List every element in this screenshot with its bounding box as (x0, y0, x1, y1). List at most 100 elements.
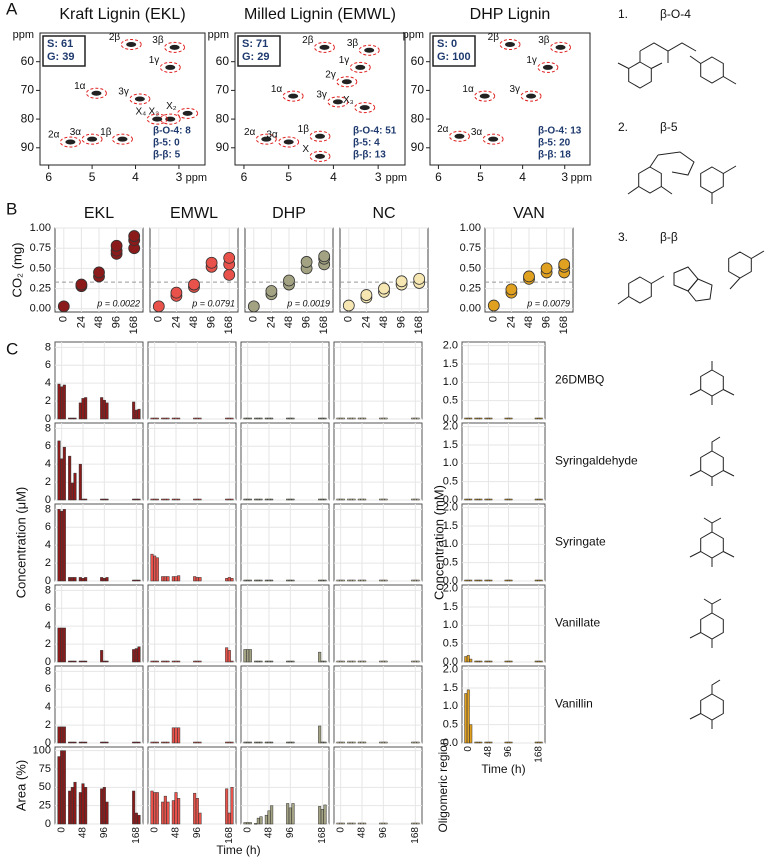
bar (70, 660, 74, 663)
bar (347, 579, 351, 582)
bar (256, 660, 260, 663)
bar (339, 822, 343, 825)
bar (479, 660, 483, 663)
x-tick-label: 48 (78, 827, 89, 839)
panel-frame (333, 341, 423, 420)
bar (198, 498, 202, 501)
bar (259, 741, 263, 744)
y-tick-label: 1.00 (30, 222, 51, 234)
bar (476, 660, 480, 663)
peak-label: 2α (244, 127, 256, 138)
bar (264, 741, 268, 744)
bar (150, 660, 154, 663)
bar (105, 741, 109, 744)
y-tick-label: 4 (45, 620, 51, 632)
y-tick-label: 2.0 (443, 583, 458, 595)
bar (411, 741, 415, 744)
y-tick-label: 0.5 (443, 557, 458, 569)
panel-frame (54, 584, 144, 663)
x-tick-label: 0 (58, 316, 70, 322)
bar (230, 578, 234, 582)
y-tick-label: 50 (39, 781, 51, 793)
y-tick-label: 80 (411, 111, 425, 125)
row-label: Syringate (555, 535, 606, 549)
bar (70, 741, 74, 744)
linkage-text: β-O-4: 8 (153, 126, 191, 137)
bar (291, 498, 295, 501)
bar (68, 417, 72, 420)
bar (537, 417, 541, 420)
cross-peak (165, 116, 176, 122)
bar (227, 577, 231, 582)
bar (177, 575, 181, 582)
facet-title: EMWL (170, 205, 218, 222)
composition-box (237, 35, 281, 67)
bar (227, 741, 231, 744)
peak-label: 3α (266, 130, 278, 141)
y-tick-label: 70 (216, 83, 230, 97)
x-tick-label: 3 (375, 170, 382, 184)
cross-peak (542, 64, 553, 70)
bar (411, 822, 415, 825)
bar (537, 579, 541, 582)
bar (288, 660, 292, 663)
data-point (283, 274, 295, 287)
structure-number: 1. (618, 7, 628, 21)
bar (246, 822, 250, 825)
y-tick-label: 0 (45, 413, 51, 425)
cross-peak (117, 136, 128, 142)
bar (413, 741, 417, 744)
bar (161, 660, 165, 663)
facet-title: EKL (84, 205, 114, 222)
peak-label: X₃ (149, 107, 160, 118)
composition-text: G: 39 (47, 51, 75, 63)
panel-frame (240, 746, 330, 825)
x-tick-label: 0 (153, 316, 165, 322)
linkage-text: β-β: 13 (353, 150, 386, 161)
bar (323, 660, 327, 663)
data-point (93, 266, 105, 279)
bar (534, 417, 538, 420)
bar (267, 810, 271, 825)
bar (137, 741, 141, 744)
bar (486, 660, 490, 663)
bar (73, 741, 77, 744)
bar (57, 627, 61, 663)
peak-label: 1γ (526, 55, 537, 66)
bar (132, 790, 136, 825)
bar (227, 812, 231, 825)
bar (198, 660, 202, 663)
composition-text: S: 71 (242, 38, 268, 50)
peak-label: 3β (152, 35, 164, 46)
bar (341, 579, 345, 582)
bar (384, 741, 388, 744)
panel-frame (461, 665, 546, 744)
bar (161, 741, 165, 744)
peak-outline (164, 41, 186, 53)
y-tick-label: 6 (45, 359, 51, 371)
x-tick-label: 96 (378, 827, 389, 839)
bar (318, 498, 322, 501)
bar (539, 498, 543, 501)
bar (248, 579, 252, 582)
bar (132, 498, 136, 501)
facet-title: NC (372, 205, 395, 222)
bar (349, 822, 353, 825)
panel-frame (54, 665, 144, 744)
bar (489, 660, 493, 663)
bar (504, 498, 508, 501)
bar (352, 660, 356, 663)
data-point (360, 289, 373, 301)
y-tick-label: 1.5 (443, 601, 458, 613)
bar (132, 649, 136, 663)
bar (166, 498, 170, 501)
bar (486, 417, 490, 420)
bar (174, 498, 178, 501)
bar (339, 498, 343, 501)
bar (62, 627, 66, 663)
x-tick-label: 168 (558, 316, 570, 334)
bar (349, 579, 353, 582)
bar (73, 781, 77, 825)
bar (363, 822, 367, 825)
bar (57, 383, 61, 420)
